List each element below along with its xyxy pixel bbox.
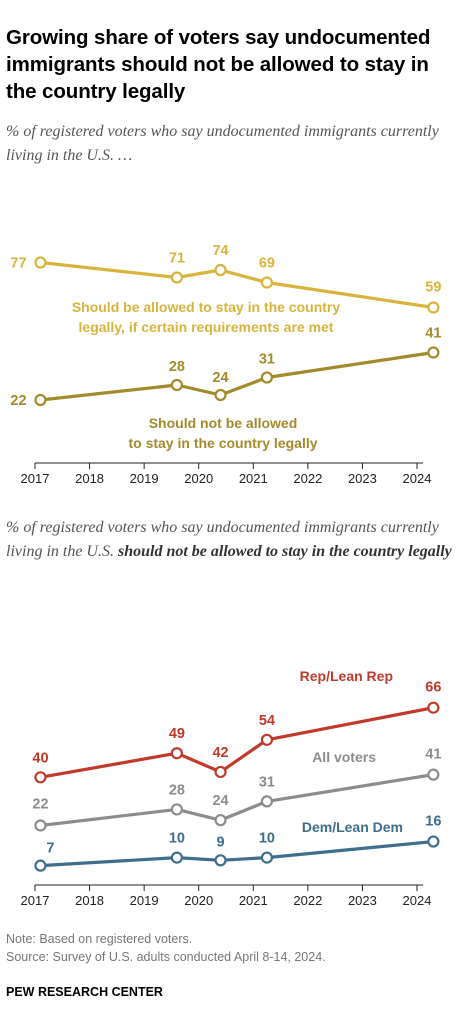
data-label: 31 bbox=[259, 352, 275, 368]
x-tick-label: 2023 bbox=[348, 893, 377, 908]
x-tick-label: 2018 bbox=[75, 893, 104, 908]
data-point bbox=[427, 301, 440, 314]
data-point bbox=[214, 388, 227, 402]
series-line bbox=[40, 706, 434, 779]
data-point bbox=[170, 271, 183, 284]
x-tick-label: 2022 bbox=[293, 471, 322, 486]
series-label: Should be allowed to stay in the country bbox=[72, 299, 341, 315]
x-tick-label: 2021 bbox=[239, 893, 268, 908]
data-label: 22 bbox=[10, 393, 26, 409]
data-label: 71 bbox=[169, 251, 185, 267]
chart1-svg: 2017 2018 2019 2020 2021 2022 2023 2024 77 71 74 69… bbox=[10, 243, 441, 486]
x-tick-label: 2018 bbox=[75, 471, 104, 486]
data-label: 9 bbox=[217, 834, 225, 850]
data-label: 66 bbox=[425, 680, 441, 696]
data-point bbox=[427, 701, 440, 714]
data-point bbox=[427, 835, 440, 848]
data-label: 24 bbox=[212, 370, 228, 386]
data-label: 28 bbox=[169, 359, 185, 375]
data-point bbox=[34, 771, 47, 784]
data-point bbox=[427, 768, 440, 781]
data-point bbox=[260, 851, 274, 864]
note-text: Note: Based on registered voters. bbox=[6, 932, 193, 946]
data-label: 10 bbox=[259, 831, 275, 847]
data-label: 31 bbox=[259, 774, 275, 790]
data-point bbox=[214, 854, 227, 867]
data-label: 59 bbox=[425, 280, 441, 296]
x-tick-label: 2020 bbox=[184, 471, 213, 486]
x-tick-label: 2017 bbox=[21, 893, 50, 908]
data-label: 69 bbox=[259, 256, 275, 272]
series-label: Rep/Lean Rep bbox=[300, 668, 393, 684]
chart2-subtitle: % of registered voters who say undocumen… bbox=[6, 516, 454, 564]
x-tick-label: 2022 bbox=[293, 893, 322, 908]
data-point bbox=[170, 747, 183, 760]
series-label: legally, if certain requirements are met bbox=[79, 319, 334, 335]
data-label: 41 bbox=[425, 747, 441, 763]
data-label: 10 bbox=[169, 831, 185, 847]
data-point bbox=[427, 346, 440, 359]
data-point bbox=[170, 378, 183, 392]
data-label: 16 bbox=[425, 814, 441, 830]
chart2-subtitle-plain: % of registered voters who say undocumen… bbox=[6, 519, 439, 560]
x-tick-label: 2023 bbox=[348, 471, 377, 486]
data-label: 77 bbox=[10, 256, 26, 272]
x-tick-label: 2024 bbox=[403, 471, 432, 486]
x-tick-label: 2019 bbox=[130, 893, 159, 908]
data-point bbox=[214, 814, 227, 827]
x-tick-label: 2020 bbox=[184, 893, 213, 908]
chart2-svg: 2017 2018 2019 2020 2021 2022 2023 2024 40 49 42 54… bbox=[21, 668, 442, 908]
source-text: Source: Survey of U.S. adults conducted … bbox=[6, 950, 326, 964]
series-line bbox=[40, 773, 434, 828]
data-point bbox=[170, 803, 183, 816]
data-label: 49 bbox=[169, 726, 185, 742]
data-point bbox=[34, 393, 47, 407]
data-point bbox=[34, 256, 47, 269]
data-point bbox=[34, 859, 47, 872]
brand-text: PEW RESEARCH CENTER bbox=[6, 985, 163, 999]
x-tick-label: 2019 bbox=[130, 471, 159, 486]
data-label: 74 bbox=[212, 243, 228, 259]
x-tick-label: 2024 bbox=[403, 893, 432, 908]
series-label: Dem/Lean Dem bbox=[302, 819, 403, 835]
data-point bbox=[214, 263, 227, 277]
data-label: 22 bbox=[32, 796, 48, 812]
x-tick-label: 2017 bbox=[21, 471, 50, 486]
chart1-subtitle: % of registered voters who say undocumen… bbox=[6, 123, 439, 164]
data-label: 42 bbox=[212, 745, 228, 761]
series-label: All voters bbox=[312, 749, 376, 765]
data-point bbox=[260, 733, 274, 746]
data-point bbox=[214, 765, 227, 779]
data-point bbox=[170, 851, 183, 864]
data-label: 7 bbox=[46, 841, 54, 857]
data-label: 41 bbox=[425, 326, 441, 342]
chart2-subtitle-bold: should not be allowed to stay in the cou… bbox=[117, 543, 452, 560]
data-point bbox=[260, 795, 274, 808]
series-label: Should not be allowed bbox=[149, 415, 298, 431]
data-point bbox=[34, 819, 47, 832]
data-label: 40 bbox=[32, 750, 48, 766]
data-label: 24 bbox=[212, 793, 228, 809]
series-line bbox=[40, 839, 434, 868]
data-label: 54 bbox=[259, 713, 275, 729]
data-point bbox=[260, 276, 274, 289]
data-point bbox=[260, 371, 274, 384]
data-label: 28 bbox=[169, 782, 185, 798]
x-tick-label: 2021 bbox=[239, 471, 268, 486]
series-label: to stay in the country legally bbox=[128, 435, 317, 451]
chart-title: Growing share of voters say undocumented… bbox=[6, 26, 431, 103]
